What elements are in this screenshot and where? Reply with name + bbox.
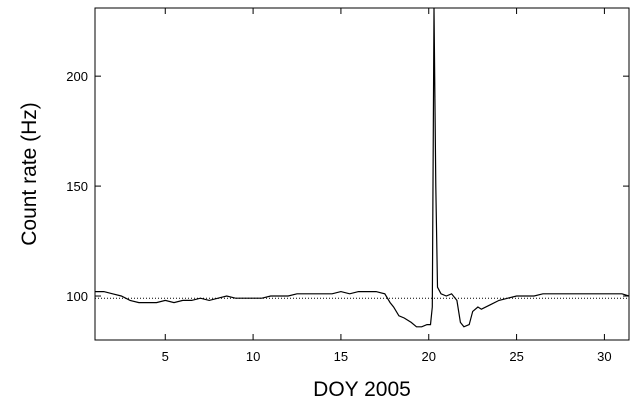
y-axis-label: Count rate (Hz) — [18, 102, 41, 246]
x-tick-label: 30 — [597, 349, 611, 364]
x-tick-label: 5 — [162, 349, 169, 364]
y-tick-label: 100 — [66, 289, 88, 304]
y-tick-label: 150 — [66, 179, 88, 194]
plot-frame — [94, 7, 630, 341]
data-line — [95, 8, 629, 328]
x-axis-label: DOY 2005 — [313, 378, 411, 401]
x-tick-label: 25 — [509, 349, 523, 364]
y-tick-label: 200 — [66, 69, 88, 84]
x-tick-label: 20 — [422, 349, 436, 364]
x-tick-label: 15 — [334, 349, 348, 364]
x-tick-label: 10 — [246, 349, 260, 364]
